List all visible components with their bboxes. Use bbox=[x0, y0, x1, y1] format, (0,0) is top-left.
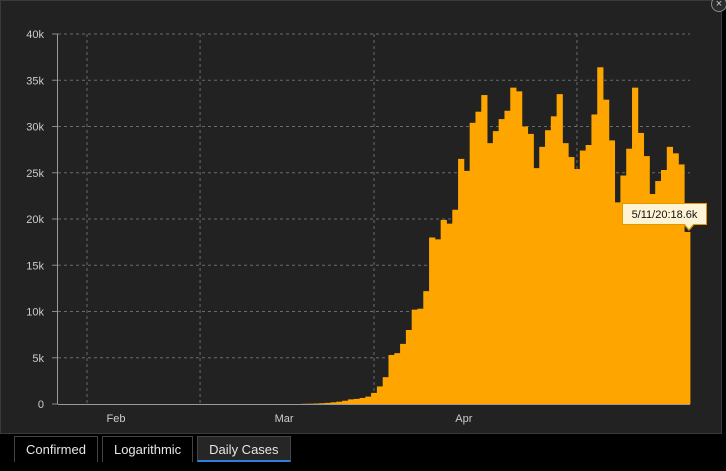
chart-mode-tabs: Confirmed Logarithmic Daily Cases bbox=[14, 436, 295, 462]
data-bar[interactable] bbox=[620, 175, 627, 404]
data-bar[interactable] bbox=[365, 396, 372, 404]
tooltip-pointer-fill bbox=[684, 223, 694, 229]
data-bar[interactable] bbox=[597, 67, 604, 405]
data-bar[interactable] bbox=[487, 143, 494, 404]
data-bar[interactable] bbox=[463, 170, 471, 404]
data-bar[interactable] bbox=[626, 148, 633, 404]
data-bar[interactable] bbox=[458, 158, 465, 405]
y-tick-label: 15k bbox=[26, 260, 44, 272]
x-tick-label: Mar bbox=[275, 413, 294, 425]
data-bar[interactable] bbox=[371, 392, 378, 404]
data-bar[interactable] bbox=[359, 397, 366, 404]
data-bar[interactable] bbox=[643, 156, 650, 404]
y-tick-label: 10k bbox=[26, 307, 44, 319]
data-bar[interactable] bbox=[510, 87, 517, 405]
data-bar[interactable] bbox=[550, 116, 558, 404]
data-bar[interactable] bbox=[469, 122, 476, 405]
data-bar[interactable] bbox=[556, 94, 563, 405]
data-bar[interactable] bbox=[533, 168, 540, 404]
y-tick-label: 0 bbox=[38, 399, 44, 411]
data-bar[interactable] bbox=[521, 126, 529, 405]
data-bar[interactable] bbox=[446, 223, 453, 405]
data-bar[interactable] bbox=[637, 132, 645, 404]
axis-layer: 0 5k 10k 15k 20k 25k 30k 35k 40k Feb Mar Apr bbox=[26, 29, 690, 425]
bar-layer[interactable] bbox=[301, 67, 691, 405]
daily-cases-chart: 0 5k 10k 15k 20k 25k 30k 35k 40k Feb Mar Apr bbox=[26, 29, 691, 425]
data-bar[interactable] bbox=[423, 291, 430, 404]
y-tick-label: 30k bbox=[26, 122, 44, 134]
y-tick-label: 5k bbox=[32, 353, 44, 365]
data-bar[interactable] bbox=[498, 119, 505, 404]
y-tick-label: 35k bbox=[26, 75, 44, 87]
y-tick-label: 40k bbox=[26, 29, 44, 41]
data-bar[interactable] bbox=[539, 146, 546, 404]
data-bar[interactable] bbox=[400, 343, 407, 405]
data-bar[interactable] bbox=[324, 402, 331, 404]
data-bar[interactable] bbox=[678, 164, 685, 404]
y-tick-label: 20k bbox=[26, 214, 44, 226]
data-bar[interactable] bbox=[318, 403, 326, 404]
y-tick-label: 25k bbox=[26, 168, 44, 180]
chart-tooltip: 5/11/20:18.6k bbox=[622, 203, 707, 225]
data-bar[interactable] bbox=[574, 169, 581, 404]
data-bar[interactable] bbox=[655, 181, 662, 404]
data-bar[interactable] bbox=[376, 386, 384, 404]
data-bar[interactable] bbox=[568, 157, 575, 404]
data-bar[interactable] bbox=[527, 133, 534, 404]
data-bar[interactable] bbox=[452, 209, 459, 404]
close-button[interactable]: × bbox=[711, 0, 726, 12]
data-bar[interactable] bbox=[603, 99, 610, 405]
data-bar[interactable] bbox=[405, 330, 413, 404]
data-bar[interactable] bbox=[608, 140, 616, 405]
data-bar[interactable] bbox=[394, 353, 401, 405]
data-bar[interactable] bbox=[516, 91, 523, 404]
data-bar[interactable] bbox=[562, 143, 569, 404]
data-bar[interactable] bbox=[417, 308, 424, 404]
data-bar[interactable] bbox=[632, 87, 639, 405]
data-bar[interactable] bbox=[545, 130, 552, 404]
data-bar[interactable] bbox=[353, 398, 360, 404]
x-tick-label: Apr bbox=[455, 413, 472, 425]
data-bar[interactable] bbox=[330, 402, 337, 404]
data-bar[interactable] bbox=[342, 400, 349, 404]
data-bar[interactable] bbox=[661, 169, 668, 404]
tab-daily-cases[interactable]: Daily Cases bbox=[197, 436, 291, 462]
data-bar[interactable] bbox=[336, 401, 343, 404]
tab-logarithmic[interactable]: Logarithmic bbox=[101, 436, 194, 462]
data-bar[interactable] bbox=[585, 145, 592, 404]
data-bar[interactable] bbox=[591, 114, 598, 404]
data-bar[interactable] bbox=[382, 377, 389, 404]
data-bar[interactable] bbox=[411, 309, 418, 404]
data-bar[interactable] bbox=[614, 202, 621, 404]
data-bar[interactable] bbox=[440, 219, 447, 404]
data-bar[interactable] bbox=[475, 111, 482, 404]
data-bar[interactable] bbox=[649, 194, 656, 404]
data-bar[interactable] bbox=[481, 95, 488, 405]
data-bar[interactable] bbox=[434, 239, 442, 404]
tab-confirmed[interactable]: Confirmed bbox=[14, 436, 98, 462]
data-bar[interactable] bbox=[684, 231, 691, 404]
data-bar[interactable] bbox=[504, 110, 511, 404]
data-bar[interactable] bbox=[579, 150, 587, 404]
data-bar[interactable] bbox=[666, 146, 674, 404]
x-tick-label: Feb bbox=[106, 413, 125, 425]
data-bar[interactable] bbox=[388, 354, 395, 404]
data-bar[interactable] bbox=[672, 153, 679, 404]
data-bar[interactable] bbox=[347, 399, 355, 405]
data-bar[interactable] bbox=[429, 237, 436, 405]
data-bar[interactable] bbox=[492, 131, 500, 405]
